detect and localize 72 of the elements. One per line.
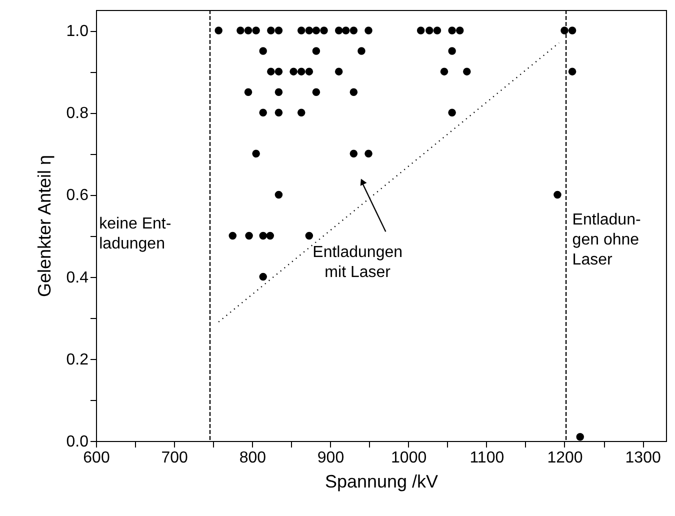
point — [448, 26, 456, 34]
point — [266, 232, 274, 240]
y-tick-label: 0.2 — [66, 351, 89, 368]
x-tick-label: 800 — [239, 450, 266, 466]
point — [259, 272, 267, 281]
point — [259, 232, 267, 240]
point — [448, 108, 456, 116]
y-tick-label: 1.0 — [66, 23, 89, 40]
point — [297, 68, 306, 76]
point — [236, 26, 244, 34]
y-axis-title: Gelenkter Anteil η — [34, 154, 54, 298]
point — [305, 68, 314, 76]
x-axis-title: Spannung /kV — [324, 472, 438, 492]
point — [274, 190, 283, 199]
point — [334, 68, 343, 76]
point — [312, 26, 320, 34]
point — [554, 190, 562, 199]
y-tick-label: 0.4 — [66, 269, 89, 286]
point — [297, 26, 306, 34]
point — [334, 26, 343, 34]
x-tick-label: 900 — [317, 450, 344, 466]
point — [252, 26, 260, 34]
point — [364, 26, 372, 34]
point — [568, 68, 576, 76]
annotation: keine Ent- ladungen — [99, 215, 172, 252]
point — [350, 88, 358, 96]
annotation: Entladungen mit Laser — [312, 244, 403, 282]
y-tick-label: 0.6 — [66, 187, 89, 204]
point — [426, 26, 434, 34]
point — [245, 232, 253, 240]
point — [244, 88, 252, 96]
x-tick-label: 700 — [161, 450, 188, 466]
point — [259, 47, 267, 55]
point — [312, 88, 320, 96]
point — [342, 26, 350, 34]
annotation: Entladun- gen ohne Laser — [572, 211, 641, 268]
x-tick-label: 600 — [83, 450, 110, 466]
point — [305, 232, 314, 240]
point — [274, 26, 283, 34]
point — [320, 26, 328, 34]
point — [416, 26, 425, 34]
point — [305, 26, 314, 34]
point — [448, 47, 456, 55]
x-tick-label: 1000 — [391, 450, 427, 466]
point — [267, 26, 275, 34]
point — [433, 26, 442, 34]
point — [274, 88, 283, 96]
point — [350, 26, 358, 34]
point — [463, 68, 471, 76]
point — [259, 108, 267, 116]
x-tick-label: 1100 — [470, 450, 504, 466]
x-tick-label: 1200 — [547, 450, 583, 466]
point — [244, 26, 252, 34]
point — [440, 68, 448, 76]
point — [290, 68, 298, 76]
point — [350, 150, 358, 158]
point — [252, 150, 260, 158]
point — [312, 47, 320, 55]
y-tick-label: 0.8 — [66, 105, 89, 122]
point — [267, 68, 275, 76]
point — [456, 26, 464, 34]
point — [274, 68, 283, 76]
y-tick-label: 0.0 — [66, 434, 89, 450]
point — [364, 150, 372, 158]
point — [568, 26, 576, 34]
point — [274, 108, 283, 116]
x-tick-label: 1300 — [625, 450, 661, 466]
point — [228, 232, 237, 240]
point — [297, 108, 306, 116]
point — [358, 47, 366, 55]
point — [214, 26, 222, 34]
point — [576, 433, 584, 441]
